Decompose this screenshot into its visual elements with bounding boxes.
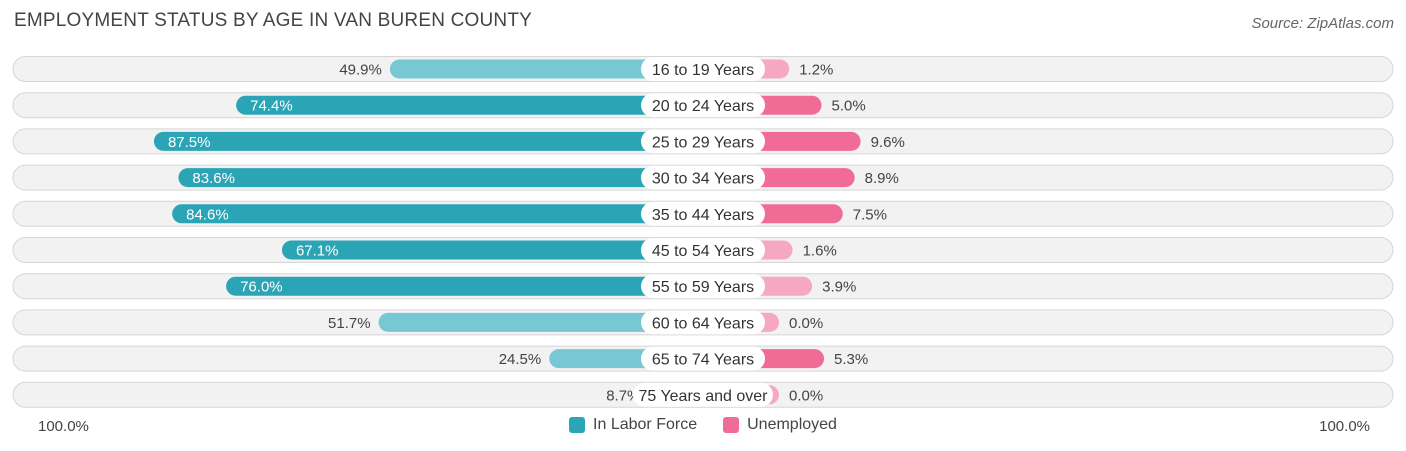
category-pill <box>641 310 765 335</box>
labor-value-label: 84.6% <box>186 206 229 223</box>
category-pill <box>641 201 765 226</box>
category-label: 16 to 19 Years <box>652 62 754 79</box>
category-pill <box>641 129 765 154</box>
category-label: 30 to 34 Years <box>652 171 754 188</box>
legend-label-labor: In Labor Force <box>593 416 698 433</box>
category-pill <box>641 238 765 262</box>
labor-value-label: 51.7% <box>328 315 371 332</box>
labor-value-label: 24.5% <box>499 351 542 368</box>
labor-bar[interactable] <box>226 276 713 296</box>
unemployed-value-label: 9.6% <box>871 134 905 151</box>
unemployed-value-label: 8.9% <box>865 170 899 187</box>
labor-bar[interactable] <box>236 95 713 115</box>
legend-swatch-labor <box>569 417 586 433</box>
category-label: 35 to 44 Years <box>652 207 754 224</box>
category-pill <box>641 93 765 118</box>
unemployed-value-label: 3.9% <box>822 279 856 296</box>
axis-left-label: 100.0% <box>38 418 89 435</box>
legend-item-labor[interactable]: In Labor Force <box>569 416 697 434</box>
category-pill <box>641 274 765 299</box>
labor-bar[interactable] <box>378 312 713 332</box>
category-pill <box>641 346 765 371</box>
legend-swatch-unemployed <box>723 417 740 433</box>
labor-value-label: 76.0% <box>240 279 283 296</box>
labor-value-label: 49.9% <box>339 62 382 79</box>
unemployed-value-label: 5.0% <box>832 98 866 115</box>
labor-bar[interactable] <box>281 240 713 260</box>
axis-right-label: 100.0% <box>1319 418 1370 435</box>
category-label: 25 to 29 Years <box>652 134 754 151</box>
labor-value-label: 83.6% <box>192 170 235 187</box>
category-pill <box>633 382 773 407</box>
unemployed-value-label: 0.0% <box>789 387 823 404</box>
category-pill <box>641 57 765 81</box>
category-pill <box>641 165 765 190</box>
category-label: 75 Years and over <box>639 388 769 405</box>
legend: In Labor Force Unemployed <box>0 416 1406 434</box>
unemployed-value-label: 7.5% <box>853 206 887 223</box>
labor-value-label: 8.7% <box>606 387 640 404</box>
labor-bar[interactable] <box>153 131 713 151</box>
chart-title: EMPLOYMENT STATUS BY AGE IN VAN BUREN CO… <box>14 10 533 31</box>
labor-bar[interactable] <box>389 59 713 79</box>
labor-bar[interactable] <box>178 168 713 188</box>
labor-value-label: 87.5% <box>168 134 211 151</box>
category-label: 20 to 24 Years <box>652 98 754 115</box>
unemployed-value-label: 0.0% <box>789 315 823 332</box>
unemployed-value-label: 5.3% <box>834 351 868 368</box>
source-credit: Source: ZipAtlas.com <box>1251 15 1394 32</box>
legend-item-unemployed[interactable]: Unemployed <box>723 416 837 434</box>
unemployed-value-label: 1.6% <box>803 243 837 260</box>
category-label: 55 to 59 Years <box>652 279 754 296</box>
legend-label-unemployed: Unemployed <box>747 416 837 433</box>
category-label: 60 to 64 Years <box>652 315 754 332</box>
labor-bar[interactable] <box>172 204 713 224</box>
labor-value-label: 74.4% <box>250 98 293 115</box>
labor-value-label: 67.1% <box>296 243 339 260</box>
category-label: 65 to 74 Years <box>652 352 754 369</box>
category-label: 45 to 54 Years <box>652 243 754 260</box>
unemployed-value-label: 1.2% <box>799 62 833 79</box>
